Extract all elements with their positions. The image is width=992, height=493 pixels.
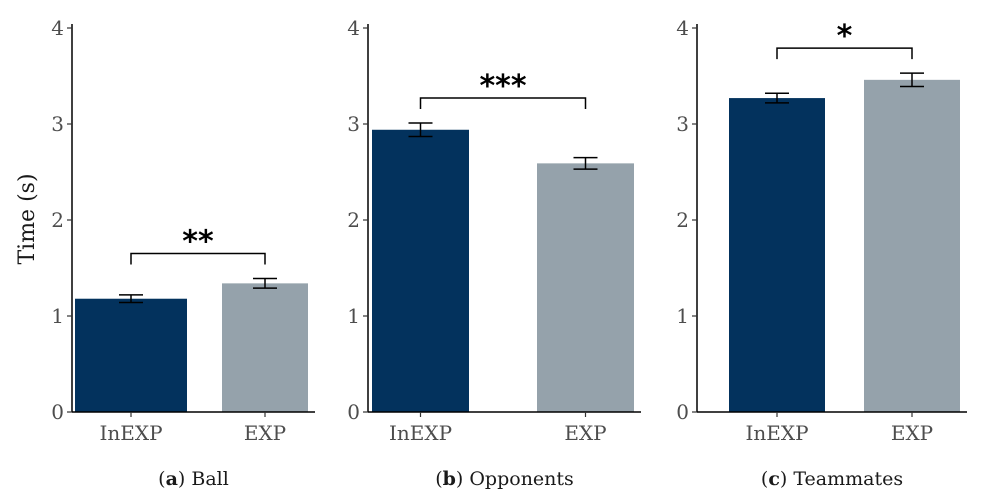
y-tick-label: 4 bbox=[347, 16, 360, 40]
x-tick-label: EXP bbox=[564, 421, 606, 445]
y-tick-label: 2 bbox=[51, 208, 64, 232]
significance-bracket bbox=[130, 252, 266, 265]
panel-caption: (b) Opponents bbox=[435, 468, 574, 490]
x-tick-label: EXP bbox=[244, 421, 286, 445]
y-tick-label: 1 bbox=[347, 304, 360, 328]
chart-panel-c: 0 1 2 3 4 InEXP EXP * (c) Teammates bbox=[676, 16, 967, 490]
bar-exp bbox=[537, 163, 634, 412]
y-tick-label: 0 bbox=[347, 400, 360, 424]
caption-paren-close: ) bbox=[456, 468, 469, 490]
caption-paren-close: ) bbox=[780, 468, 793, 490]
x-tick-label: InEXP bbox=[99, 421, 162, 445]
significance-label: *** bbox=[479, 69, 526, 104]
bar-exp bbox=[864, 79, 960, 412]
chart-panel-b: 0 1 2 3 4 InEXP EXP *** (b) Opponents bbox=[347, 16, 641, 490]
x-tick-label: EXP bbox=[891, 421, 933, 445]
y-tick-label: 1 bbox=[676, 304, 689, 328]
caption-letter: c bbox=[768, 468, 780, 490]
x-tick-label: InEXP bbox=[745, 421, 808, 445]
significance-bracket bbox=[776, 47, 913, 60]
y-tick-label: 1 bbox=[51, 304, 64, 328]
y-tick-label: 2 bbox=[676, 208, 689, 232]
caption-text: Opponents bbox=[469, 468, 573, 490]
significance-label: * bbox=[837, 19, 853, 54]
bar-inexp bbox=[372, 129, 469, 412]
y-axis-label: Time (s) bbox=[15, 173, 40, 264]
y-tick-label: 2 bbox=[347, 208, 360, 232]
caption-letter: b bbox=[443, 468, 456, 490]
y-tick-label: 3 bbox=[676, 112, 689, 136]
y-tick-label: 4 bbox=[676, 16, 689, 40]
caption-paren-open: ( bbox=[158, 468, 165, 490]
caption-paren-open: ( bbox=[761, 468, 768, 490]
y-tick-label: 0 bbox=[51, 400, 64, 424]
bar-inexp bbox=[729, 98, 825, 412]
bar-exp bbox=[222, 283, 308, 412]
caption-letter: a bbox=[166, 468, 178, 490]
y-tick-label: 3 bbox=[347, 112, 360, 136]
y-tick-label: 3 bbox=[51, 112, 64, 136]
caption-text: Ball bbox=[191, 468, 228, 490]
significance-label: ** bbox=[182, 225, 214, 260]
y-tick-label: 0 bbox=[676, 400, 689, 424]
panel-caption: (c) Teammates bbox=[761, 468, 903, 490]
panel-caption: (a) Ball bbox=[158, 468, 229, 490]
bar-inexp bbox=[75, 298, 187, 412]
chart-panel-a: 0 1 2 3 4 InEXP EXP ** (a) Ball bbox=[51, 16, 315, 490]
y-tick-label: 4 bbox=[51, 16, 64, 40]
caption-paren-close: ) bbox=[178, 468, 191, 490]
caption-paren-open: ( bbox=[435, 468, 442, 490]
x-tick-label: InEXP bbox=[389, 421, 452, 445]
caption-text: Teammates bbox=[793, 468, 903, 490]
significance-bracket bbox=[419, 97, 587, 110]
